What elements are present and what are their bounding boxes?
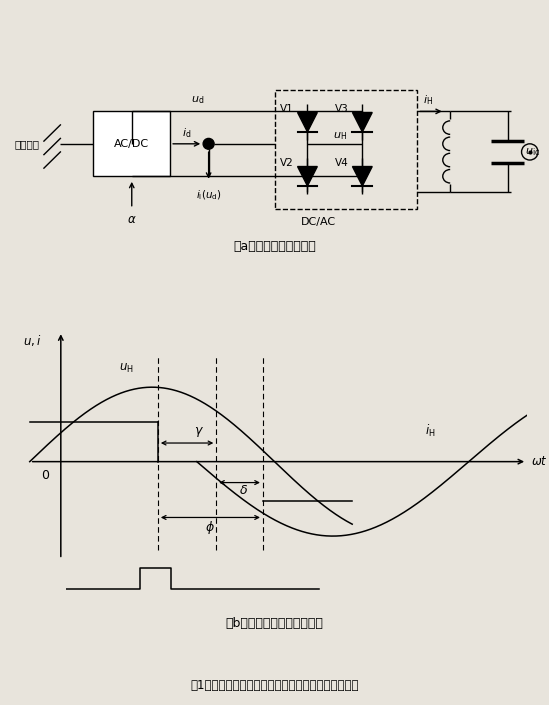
Polygon shape xyxy=(298,113,317,132)
Text: $\gamma$: $\gamma$ xyxy=(194,424,204,439)
Text: $u_{\rm H}$: $u_{\rm H}$ xyxy=(119,362,134,375)
Text: V4: V4 xyxy=(335,158,349,168)
Text: DC/AC: DC/AC xyxy=(301,217,336,227)
Text: $u_{\rm ic}$: $u_{\rm ic}$ xyxy=(525,146,540,158)
Polygon shape xyxy=(298,166,317,186)
Text: $u,i$: $u,i$ xyxy=(23,333,41,348)
Polygon shape xyxy=(352,113,372,132)
Bar xyxy=(93,111,170,176)
Text: 图1　常规中频熶炼电源主电路与负载电压及电流波形: 图1 常规中频熶炼电源主电路与负载电压及电流波形 xyxy=(191,679,358,692)
Text: V3: V3 xyxy=(335,104,349,114)
Text: V1: V1 xyxy=(280,104,294,114)
Text: $i_{\rm H}$: $i_{\rm H}$ xyxy=(423,94,433,107)
Text: （b）　负载电压及电流波形: （b） 负载电压及电流波形 xyxy=(226,618,323,630)
Text: 三相交流: 三相交流 xyxy=(15,139,40,149)
Text: $i_{\rm H}$: $i_{\rm H}$ xyxy=(424,423,435,439)
Text: 0: 0 xyxy=(41,469,49,482)
Text: $u_{\rm d}$: $u_{\rm d}$ xyxy=(191,94,204,106)
Text: $\phi$: $\phi$ xyxy=(205,520,215,537)
Bar xyxy=(274,90,417,209)
Text: $i_{\rm l}(u_{\rm d})$: $i_{\rm l}(u_{\rm d})$ xyxy=(195,188,222,202)
Text: AC/DC: AC/DC xyxy=(114,139,149,149)
Text: $\delta$: $\delta$ xyxy=(239,484,248,497)
Text: （a）　主电路组成框图: （a） 主电路组成框图 xyxy=(233,240,316,253)
Polygon shape xyxy=(352,166,372,186)
Text: $\alpha$: $\alpha$ xyxy=(127,213,137,226)
Text: $i_{\rm d}$: $i_{\rm d}$ xyxy=(182,126,191,140)
Text: $u_{\rm H}$: $u_{\rm H}$ xyxy=(333,130,348,142)
Text: $\omega t$: $\omega t$ xyxy=(531,455,548,468)
Circle shape xyxy=(203,138,214,149)
Text: V2: V2 xyxy=(280,158,294,168)
